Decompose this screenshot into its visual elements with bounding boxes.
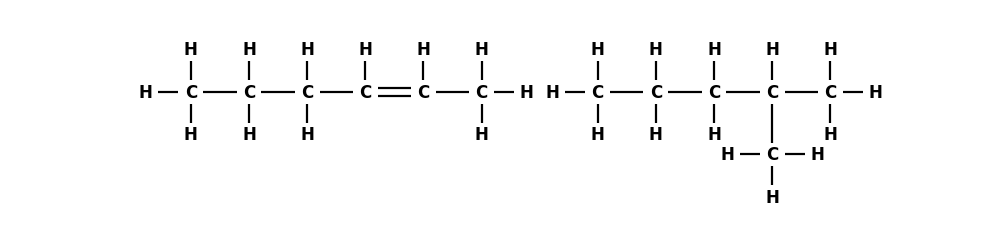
Text: C: C — [475, 83, 488, 102]
Text: H: H — [707, 126, 721, 144]
Text: C: C — [592, 83, 604, 102]
Text: C: C — [301, 83, 313, 102]
Text: H: H — [591, 126, 605, 144]
Text: H: H — [823, 41, 837, 59]
Text: H: H — [591, 41, 605, 59]
Text: H: H — [358, 41, 372, 59]
Text: C: C — [243, 83, 255, 102]
Text: H: H — [707, 41, 721, 59]
Text: H: H — [300, 126, 314, 144]
Text: C: C — [824, 83, 836, 102]
Text: H: H — [184, 41, 198, 59]
Text: H: H — [823, 126, 837, 144]
Text: H: H — [242, 126, 256, 144]
Text: H: H — [649, 41, 663, 59]
Text: C: C — [766, 146, 778, 164]
Text: H: H — [139, 83, 153, 102]
Text: C: C — [417, 83, 430, 102]
Text: H: H — [242, 41, 256, 59]
Text: H: H — [649, 126, 663, 144]
Text: H: H — [720, 146, 734, 164]
Text: H: H — [810, 146, 824, 164]
Text: C: C — [766, 83, 778, 102]
Text: H: H — [416, 41, 430, 59]
Text: H: H — [184, 126, 198, 144]
Text: H: H — [300, 41, 314, 59]
Text: C: C — [185, 83, 197, 102]
Text: H: H — [546, 83, 560, 102]
Text: C: C — [708, 83, 720, 102]
Text: H: H — [520, 83, 533, 102]
Text: H: H — [765, 41, 779, 59]
Text: H: H — [868, 83, 882, 102]
Text: C: C — [359, 83, 371, 102]
Text: H: H — [765, 188, 779, 206]
Text: H: H — [475, 41, 488, 59]
Text: H: H — [475, 126, 488, 144]
Text: C: C — [650, 83, 662, 102]
